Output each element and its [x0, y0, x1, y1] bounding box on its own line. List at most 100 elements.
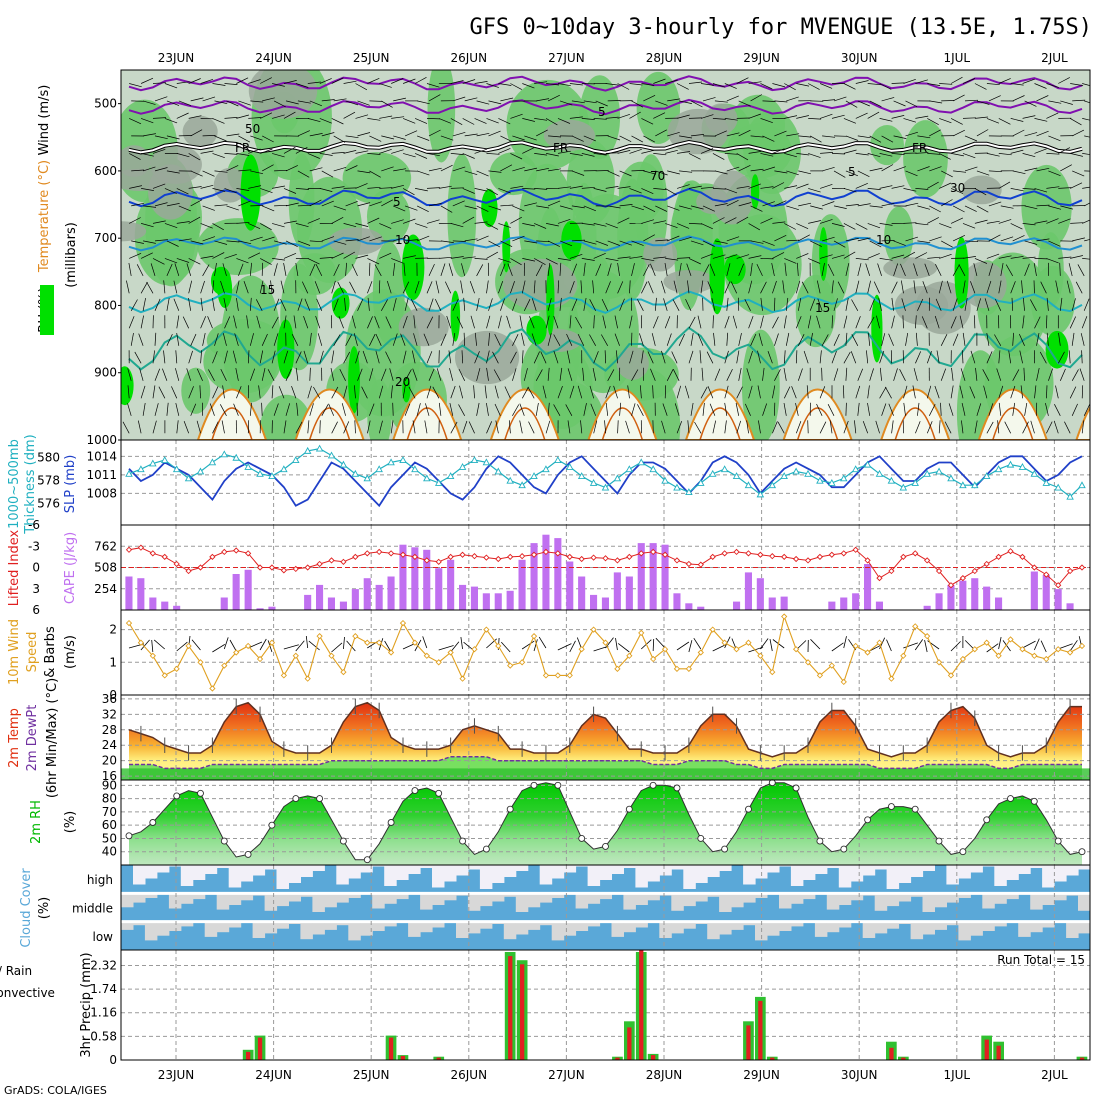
wind-barb: [643, 234, 655, 242]
wind-speed-point: [566, 672, 573, 679]
wind-barb: [1010, 83, 1024, 86]
wind-speed-point: [197, 659, 204, 666]
wind-barb: [976, 298, 981, 311]
wind-barb: [855, 385, 861, 399]
cloud-cell: [922, 921, 935, 935]
cloud-cell: [491, 893, 505, 902]
lifted-index-point: [900, 553, 907, 561]
run-total-label: Run Total = 15: [997, 953, 1085, 967]
wind-barb: [260, 148, 273, 154]
wind-barb: [843, 188, 857, 193]
y-tick-label: 0: [109, 1053, 117, 1067]
cloud-cell: [838, 865, 852, 888]
cape-bar: [447, 559, 455, 610]
cloud-cell: [539, 893, 553, 903]
wind-barb: [571, 239, 585, 242]
precip-convective-bar: [400, 1055, 406, 1060]
lifted-index-point: [828, 551, 835, 558]
wind-barb: [488, 240, 501, 248]
wind-barb: [994, 334, 1002, 346]
wind-barb: [493, 369, 501, 381]
lifted-index-point: [1007, 548, 1014, 555]
wind-barb: [796, 262, 799, 276]
wind-barb: [130, 299, 138, 311]
wind-barb: [798, 170, 811, 175]
wind-barb: [607, 205, 621, 209]
wind-barb: [641, 149, 655, 154]
date-label-top: 27JUN: [548, 51, 585, 65]
cloud-cell: [121, 921, 134, 930]
rh-band: [884, 206, 914, 266]
cape-bar: [435, 568, 443, 610]
wind-barb: [200, 223, 213, 229]
wind-barb: [953, 170, 967, 173]
wind-barb: [881, 333, 886, 346]
wind-barb: [756, 263, 763, 277]
rh2m-point: [1078, 848, 1086, 856]
wind-barb: [492, 351, 499, 364]
cape-bar: [1066, 603, 1074, 610]
wind-barb: [343, 187, 357, 189]
wind-barb: [557, 118, 571, 124]
wind-barb: [1045, 403, 1049, 416]
y-tick-label: 16: [102, 769, 117, 783]
rh-band: [427, 70, 456, 163]
thickness-point: [947, 474, 955, 482]
lifted-index-point: [804, 557, 812, 564]
precip-convective-bar: [520, 964, 525, 1060]
cape-bar: [494, 593, 502, 610]
wind-barb: [355, 83, 368, 91]
cloud-cell: [790, 893, 804, 904]
rh2m-point: [1030, 797, 1038, 805]
wind-barb: [1022, 115, 1036, 119]
cloud-cell: [838, 893, 852, 905]
y-axis-label-cape: CAPE (J/kg): [63, 532, 78, 604]
wind-barb: [982, 369, 990, 381]
wind-barb: [905, 100, 918, 108]
cloud-cell: [707, 921, 720, 940]
precip-convective-bar: [436, 1057, 441, 1060]
wind-barb: [272, 185, 285, 189]
wind-barb: [548, 135, 562, 138]
wind-barb: [607, 240, 620, 246]
wind-barb: [307, 420, 310, 434]
wind-barb: [855, 223, 868, 230]
wind-barb: [688, 258, 701, 265]
wind-barb: [202, 333, 206, 346]
cape-bar: [256, 608, 264, 610]
wind-barb: [426, 351, 433, 364]
wind-barb: [255, 299, 263, 311]
wind-barb: [581, 186, 595, 189]
wind-barb: [139, 368, 144, 381]
wind-barb: [774, 100, 788, 103]
wind-barb: [476, 298, 480, 311]
wind-barb: [1081, 385, 1084, 399]
wind-barb: [647, 281, 654, 294]
wind-barb: [319, 420, 321, 434]
wind-barb: [915, 252, 928, 259]
wind-barb: [522, 83, 535, 89]
wind-barb: [249, 297, 252, 311]
wind-barb: [402, 118, 416, 124]
wind-barb: [546, 223, 559, 227]
wind-barb: [583, 262, 586, 276]
wind-barb: [378, 420, 383, 434]
wind-barb: [1048, 100, 1062, 104]
wind-barb: [605, 83, 619, 86]
wind-barb: [855, 280, 860, 294]
thickness-point: [125, 469, 133, 477]
wind-barb: [1048, 205, 1062, 210]
wind-barb: [319, 153, 333, 156]
cloud-cell: [204, 921, 218, 937]
wind-barb: [476, 100, 490, 105]
wind-barb: [190, 240, 204, 245]
wind-barb: [474, 148, 488, 154]
wind-barb: [774, 170, 788, 174]
wind-barb: [129, 118, 142, 125]
wind-barb: [641, 83, 655, 86]
wind-barb: [293, 315, 297, 329]
wind-barb: [542, 385, 547, 399]
cloud-cell: [360, 921, 373, 936]
wind-barb: [679, 100, 692, 104]
cloud-cell: [934, 893, 947, 908]
